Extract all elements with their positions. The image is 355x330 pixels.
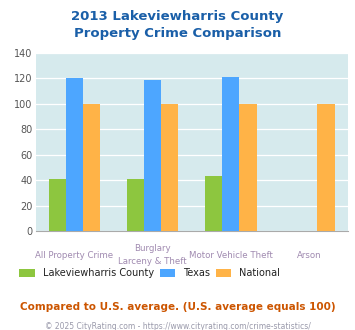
Text: 2013 Lakeviewharris County
Property Crime Comparison: 2013 Lakeviewharris County Property Crim… [71, 10, 284, 40]
Bar [127, 179, 144, 231]
Text: © 2025 CityRating.com - https://www.cityrating.com/crime-statistics/: © 2025 CityRating.com - https://www.city… [45, 322, 310, 330]
Text: All Property Crime: All Property Crime [36, 251, 114, 260]
Bar [205, 176, 222, 231]
Text: Burglary: Burglary [134, 244, 171, 253]
Bar [239, 104, 257, 231]
Bar [144, 80, 161, 231]
Text: Larceny & Theft: Larceny & Theft [118, 257, 187, 266]
Bar [83, 104, 100, 231]
Text: Compared to U.S. average. (U.S. average equals 100): Compared to U.S. average. (U.S. average … [20, 302, 335, 312]
Bar [161, 104, 179, 231]
Bar [49, 179, 66, 231]
Bar [317, 104, 335, 231]
Text: Motor Vehicle Theft: Motor Vehicle Theft [189, 251, 273, 260]
Text: Arson: Arson [296, 251, 321, 260]
Bar [222, 77, 239, 231]
Bar [66, 78, 83, 231]
Legend: Lakeviewharris County, Texas, National: Lakeviewharris County, Texas, National [16, 264, 284, 282]
